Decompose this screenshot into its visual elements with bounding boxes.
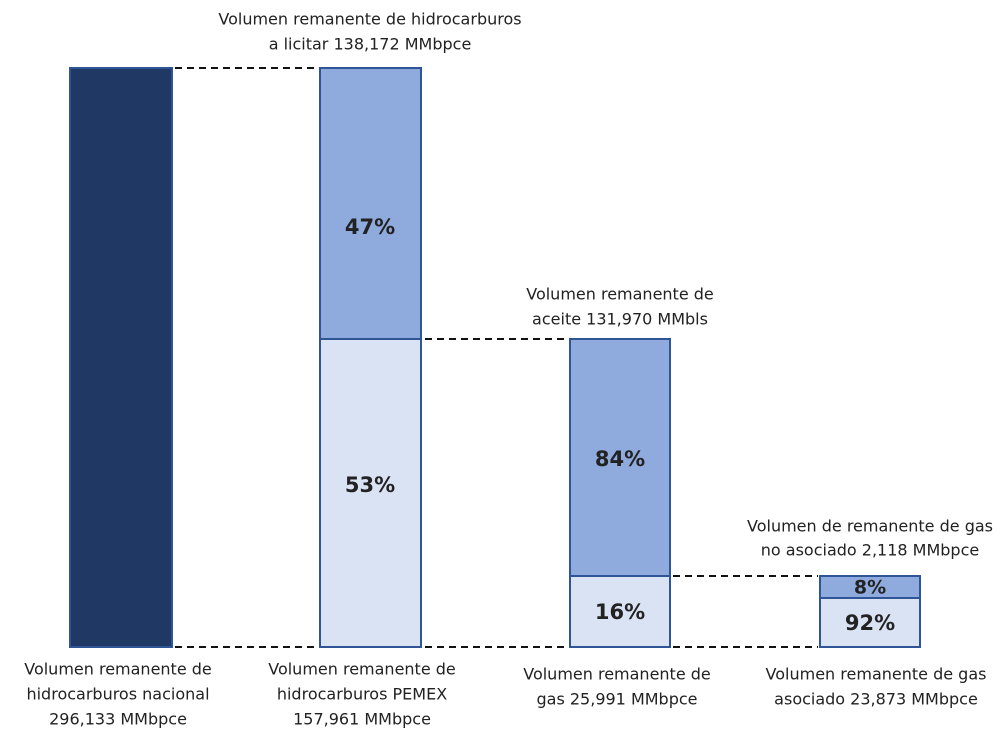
bar-label: asociado 23,873 MMbpce bbox=[774, 690, 978, 709]
bar-label: 157,961 MMbpce bbox=[293, 710, 431, 729]
bar-segment bbox=[819, 597, 921, 648]
bar-label: Volumen remanente de bbox=[523, 665, 711, 684]
bar-label: Volumen remanente de gas bbox=[766, 665, 987, 684]
annotation: Volumen de remanente de gas bbox=[747, 517, 993, 536]
bar-label: hidrocarburos nacional bbox=[26, 685, 209, 704]
segment-label: 47% bbox=[345, 215, 395, 239]
bar-label: hidrocarburos PEMEX bbox=[277, 685, 447, 704]
bar bbox=[69, 67, 173, 648]
annotation: Volumen remanente de hidrocarburos bbox=[218, 10, 521, 29]
annotation: Volumen remanente de bbox=[526, 285, 714, 304]
bar-label: 296,133 MMbpce bbox=[49, 710, 187, 729]
bar-label: Volumen remanente de bbox=[24, 660, 212, 679]
bar-segment bbox=[319, 67, 422, 340]
segment-label: 53% bbox=[345, 473, 395, 497]
annotation: a licitar 138,172 MMbpce bbox=[269, 35, 472, 54]
bar-segment bbox=[319, 338, 422, 648]
segment-label: 92% bbox=[845, 611, 895, 635]
annotation: no asociado 2,118 MMbpce bbox=[761, 541, 979, 560]
bar-segment bbox=[569, 338, 671, 577]
segment-label: 8% bbox=[854, 577, 886, 599]
bar-label: gas 25,991 MMbpce bbox=[536, 690, 697, 709]
annotation: aceite 131,970 MMbls bbox=[532, 310, 708, 329]
bar-label: Volumen remanente de bbox=[268, 660, 456, 679]
bar-segment bbox=[569, 575, 671, 648]
segment-label: 16% bbox=[595, 600, 645, 624]
segment-label: 84% bbox=[595, 447, 645, 471]
